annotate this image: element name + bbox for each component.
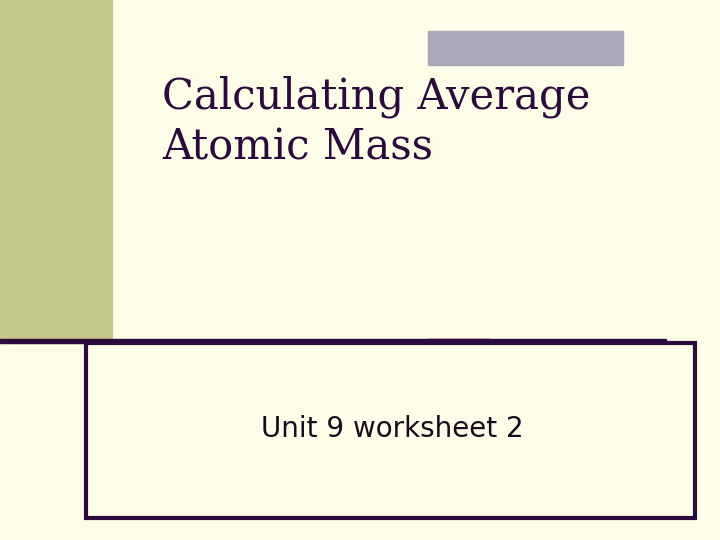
Bar [0,0,112,343]
Bar [428,339,666,343]
Bar [428,31,623,65]
Bar [0,339,490,343]
Text: Unit 9 worksheet 2: Unit 9 worksheet 2 [261,415,523,443]
Bar [86,343,695,518]
Text: Calculating Average
Atomic Mass: Calculating Average Atomic Mass [162,76,590,168]
